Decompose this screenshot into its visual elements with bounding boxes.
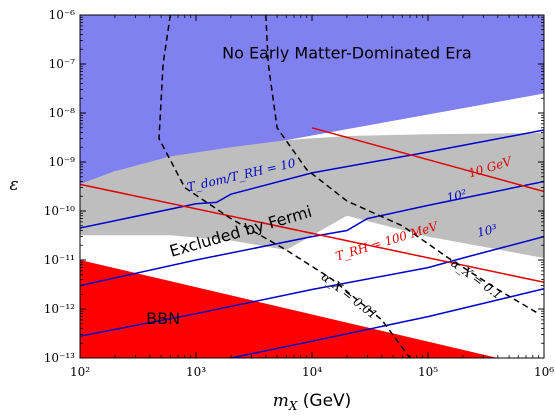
series-t100 — [80, 180, 544, 287]
y-tick-label-5: 10⁻⁸ — [49, 106, 76, 120]
y-axis-label: ε — [9, 175, 18, 195]
x-tick-label-1: 10³ — [186, 365, 206, 379]
series-trh-100mev — [80, 183, 544, 284]
series-t10000 — [230, 287, 544, 358]
y-tick-label-2: 10⁻¹¹ — [44, 253, 75, 267]
y-tick-label-7: 10⁻⁶ — [49, 8, 76, 22]
regions-layer — [80, 15, 544, 358]
series-layer — [80, 15, 544, 358]
y-tick-label-0: 10⁻¹³ — [44, 351, 75, 365]
series-alpha-01 — [265, 15, 540, 315]
x-tick-label-4: 10⁶ — [534, 365, 554, 379]
region-fermi — [80, 133, 544, 258]
x-tick-label-3: 10⁵ — [418, 365, 438, 379]
label-t100: 10² — [445, 187, 468, 205]
ticks-layer: 10² 10³ 10⁴ 10⁵ 10⁶ 10⁻¹³ 10⁻¹² 10⁻¹¹ 10⁻¹⁰ 10⁻⁹ 1… — [44, 8, 554, 379]
x-tick-label-0: 10² — [70, 365, 90, 379]
label-t1000: 10³ — [476, 222, 499, 240]
label-a01: α_X = 0.1 — [448, 256, 504, 302]
y-tick-label-3: 10⁻¹⁰ — [44, 204, 75, 218]
region-no-emd — [80, 15, 544, 185]
x-axis-label: mX (GeV) — [273, 391, 352, 413]
label-no-emd: No Early Matter-Dominated Era — [222, 43, 472, 62]
series-alpha-001 — [158, 15, 411, 358]
x-tick-label-2: 10⁴ — [302, 365, 322, 379]
y-tick-label-4: 10⁻⁹ — [49, 155, 76, 169]
y-tick-label-1: 10⁻¹² — [44, 302, 75, 316]
region-bbn — [80, 260, 498, 358]
label-bbn: BBN — [146, 309, 180, 328]
label-a001: α_X = 0.01 — [319, 270, 380, 322]
series-t10 — [80, 129, 544, 229]
y-tick-label-6: 10⁻⁷ — [49, 57, 76, 71]
series-t1000 — [80, 235, 544, 337]
series-trh-10gev — [311, 127, 544, 193]
